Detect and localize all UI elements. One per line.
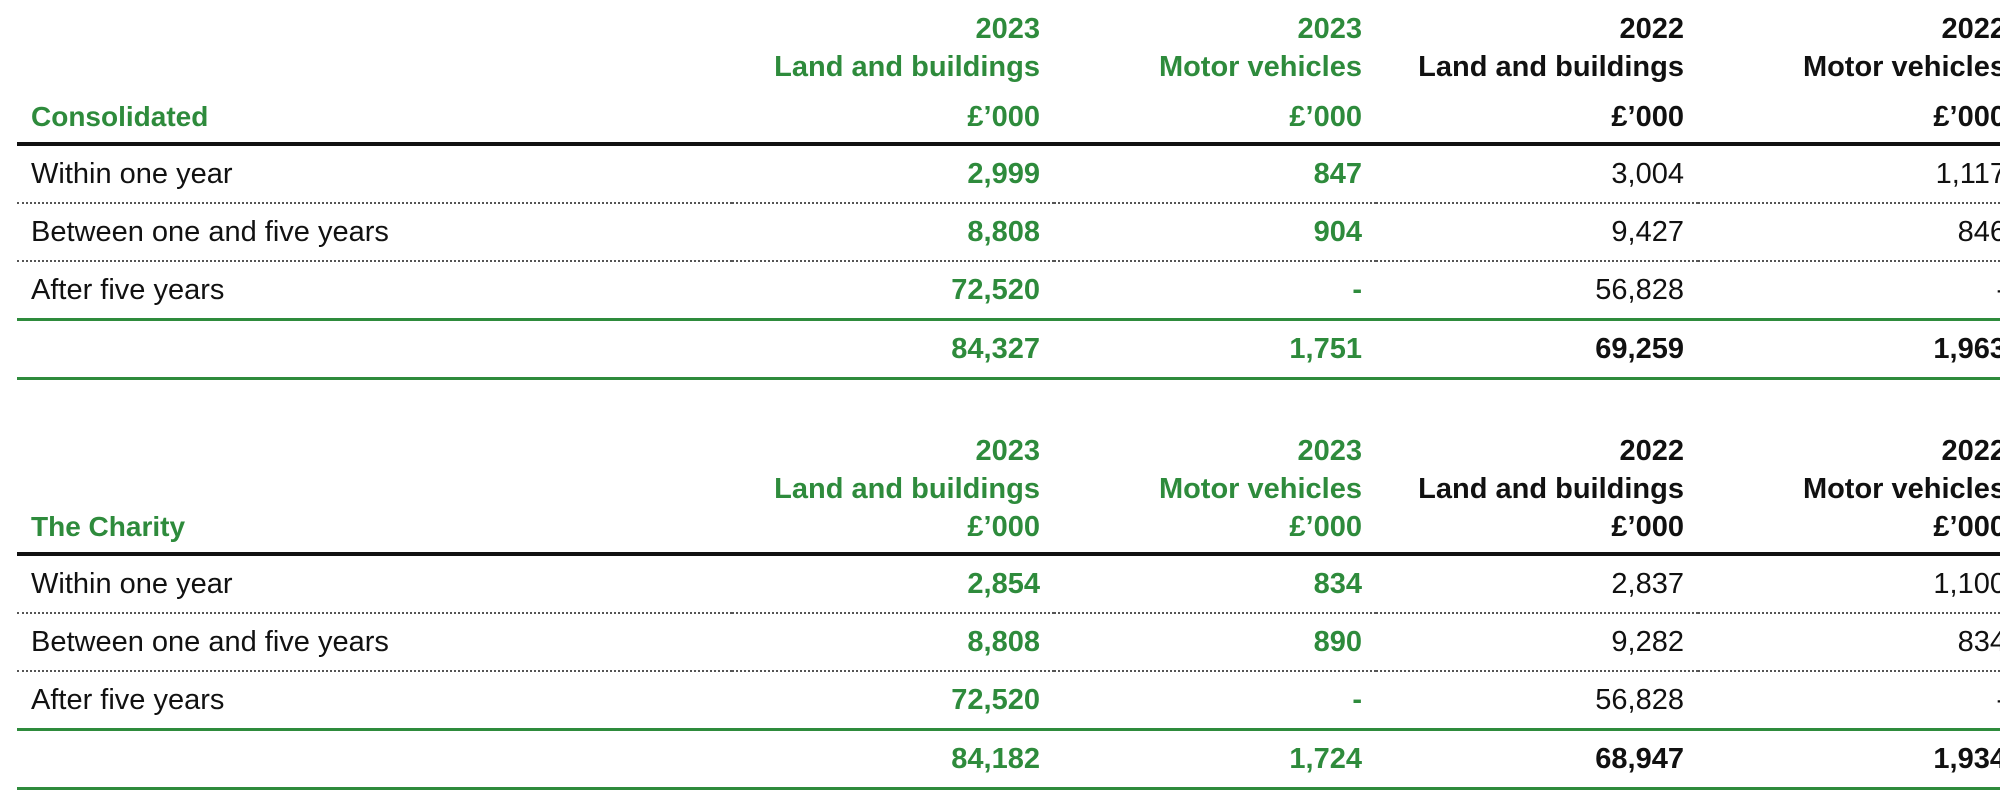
- total-value: 69,259: [1595, 332, 1684, 365]
- value-cell: -: [1352, 683, 1362, 716]
- consolidated-table: Consolidated 2023 Land and buildings £’0…: [17, 10, 2000, 380]
- total-row: 84,182 1,724 68,947 1,934: [17, 730, 2000, 789]
- value-cell: 3,004: [1611, 157, 1684, 190]
- row-label: After five years: [31, 273, 225, 306]
- row-label: Within one year: [31, 157, 233, 190]
- value-cell: 2,837: [1611, 567, 1684, 600]
- value-cell: 9,282: [1611, 625, 1684, 658]
- value-cell: 846: [1957, 215, 2000, 248]
- value-cell: 834: [1957, 625, 2000, 658]
- table-row: Within one year 2,854 834 2,837 1,100: [17, 554, 2000, 613]
- total-value: 1,751: [1289, 332, 1362, 365]
- value-cell: 834: [1313, 567, 1362, 600]
- total-label: [17, 320, 732, 379]
- column-header: 2023 Motor vehicles £’000: [1158, 13, 1362, 133]
- value-cell: 890: [1313, 625, 1362, 658]
- total-value: 84,327: [951, 332, 1040, 365]
- total-value: 84,182: [951, 742, 1040, 775]
- value-cell: 8,808: [967, 215, 1040, 248]
- value-cell: 9,427: [1611, 215, 1684, 248]
- total-row: 84,327 1,751 69,259 1,963: [17, 320, 2000, 379]
- value-cell: 2,999: [967, 157, 1040, 190]
- total-value: 68,947: [1595, 742, 1684, 775]
- row-label: After five years: [31, 683, 225, 716]
- value-cell: -: [1352, 273, 1362, 306]
- section-title: Consolidated: [31, 101, 209, 132]
- row-label: Within one year: [31, 567, 233, 600]
- table-row: Between one and five years 8,808 904 9,4…: [17, 203, 2000, 261]
- column-header: 2022 Land and buildings £’000: [1418, 435, 1684, 543]
- charity-table: The Charity 2023 Land and buildings £’00…: [17, 432, 2000, 790]
- section-title: The Charity: [31, 511, 186, 542]
- row-label: Between one and five years: [31, 215, 389, 248]
- table-row: Between one and five years 8,808 890 9,2…: [17, 613, 2000, 671]
- table-row: Within one year 2,999 847 3,004 1,117: [17, 144, 2000, 203]
- total-value: 1,963: [1933, 332, 2000, 365]
- value-cell: 56,828: [1595, 273, 1684, 306]
- column-header: 2022 Land and buildings £’000: [1418, 13, 1684, 133]
- total-value: 1,934: [1933, 742, 2000, 775]
- value-cell: 847: [1313, 157, 1362, 190]
- value-cell: 56,828: [1595, 683, 1684, 716]
- row-label: Between one and five years: [31, 625, 389, 658]
- total-label: [17, 730, 732, 789]
- column-header: 2023 Motor vehicles £’000: [1158, 435, 1362, 543]
- column-header: 2023 Land and buildings £’000: [774, 435, 1040, 543]
- value-cell: -: [1698, 671, 2000, 730]
- column-header: 2022 Motor vehicles £’000: [1802, 13, 2000, 133]
- table-header-row: The Charity 2023 Land and buildings £’00…: [17, 432, 2000, 554]
- value-cell: 8,808: [967, 625, 1040, 658]
- table-row: After five years 72,520 - 56,828 -: [17, 671, 2000, 730]
- value-cell: 2,854: [967, 567, 1040, 600]
- value-cell: 904: [1313, 215, 1362, 248]
- table-header-row: Consolidated 2023 Land and buildings £’0…: [17, 10, 2000, 144]
- column-header: 2022 Motor vehicles £’000: [1802, 435, 2000, 543]
- total-value: 1,724: [1289, 742, 1362, 775]
- column-header: 2023 Land and buildings £’000: [774, 13, 1040, 133]
- value-cell: 72,520: [951, 273, 1040, 306]
- value-cell: 72,520: [951, 683, 1040, 716]
- table-row: After five years 72,520 - 56,828 -: [17, 261, 2000, 320]
- value-cell: 1,100: [1933, 567, 2000, 600]
- value-cell: 1,117: [1935, 157, 2000, 190]
- value-cell: -: [1698, 261, 2000, 320]
